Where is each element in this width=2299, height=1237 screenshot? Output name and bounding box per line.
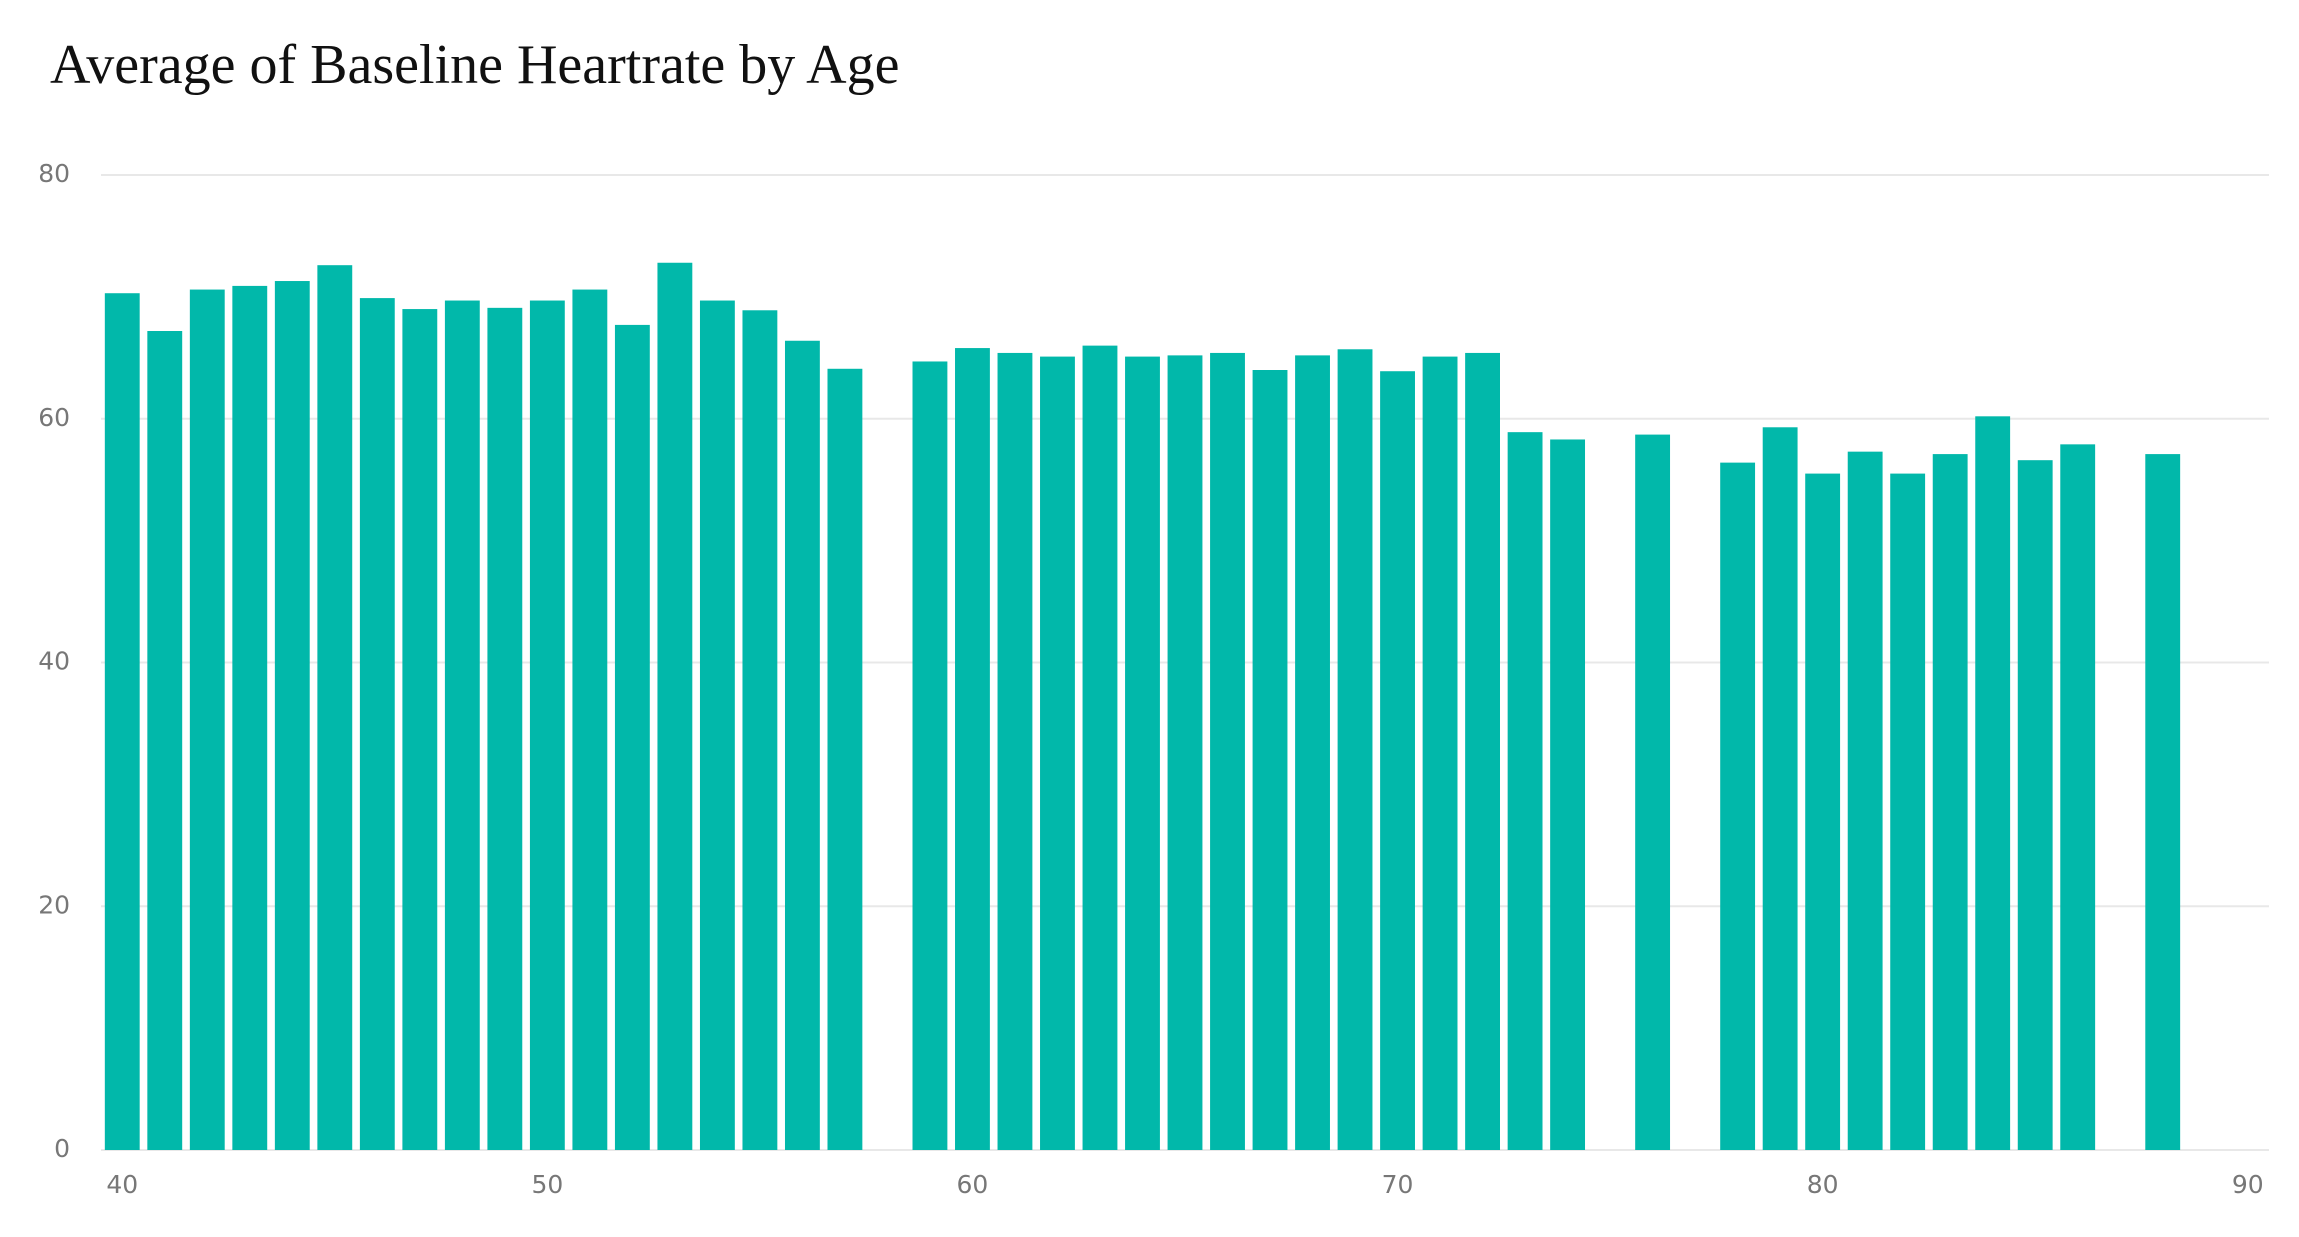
bar bbox=[317, 265, 353, 1150]
x-tick-label: 90 bbox=[2232, 1170, 2264, 1199]
bar bbox=[657, 262, 693, 1150]
bar bbox=[529, 300, 565, 1150]
bar bbox=[912, 361, 948, 1150]
x-tick-label: 50 bbox=[531, 1170, 563, 1199]
bar bbox=[1295, 355, 1330, 1150]
bar bbox=[1550, 439, 1586, 1150]
bar bbox=[1040, 356, 1075, 1150]
y-tick-label: 60 bbox=[38, 403, 70, 432]
bar bbox=[1720, 462, 1756, 1150]
bar bbox=[1380, 371, 1415, 1150]
bar bbox=[1422, 356, 1458, 1150]
bar bbox=[699, 300, 735, 1150]
bar bbox=[1337, 349, 1373, 1150]
bar bbox=[1082, 345, 1118, 1150]
bar bbox=[1507, 432, 1543, 1150]
bar bbox=[104, 293, 140, 1150]
bar bbox=[614, 324, 650, 1150]
chart-title: Average of Baseline Heartrate by Age bbox=[50, 34, 899, 96]
bar bbox=[955, 348, 990, 1150]
bar bbox=[274, 281, 310, 1150]
x-tick-label: 60 bbox=[957, 1170, 989, 1199]
bar bbox=[189, 289, 225, 1150]
bar bbox=[2060, 444, 2096, 1150]
bar bbox=[1252, 370, 1288, 1150]
bar bbox=[1210, 352, 1245, 1150]
bar bbox=[1465, 352, 1500, 1150]
bar bbox=[2017, 460, 2053, 1150]
bar bbox=[232, 285, 268, 1150]
bar bbox=[1890, 473, 1926, 1150]
bar bbox=[1762, 427, 1798, 1150]
bar bbox=[1125, 356, 1160, 1150]
y-tick-label: 80 bbox=[38, 159, 70, 188]
bar bbox=[784, 340, 820, 1150]
bar bbox=[742, 310, 778, 1150]
bar bbox=[827, 368, 863, 1150]
bar bbox=[147, 331, 183, 1150]
bar bbox=[2145, 454, 2181, 1150]
bar bbox=[997, 352, 1033, 1150]
bar bbox=[1847, 451, 1883, 1150]
y-tick-label: 0 bbox=[54, 1134, 70, 1163]
bar bbox=[1635, 434, 1671, 1150]
bar bbox=[1932, 454, 1968, 1150]
bar bbox=[1167, 355, 1203, 1150]
x-tick-label: 80 bbox=[1807, 1170, 1839, 1199]
bar bbox=[444, 300, 480, 1150]
bar bbox=[572, 289, 608, 1150]
bar bbox=[1805, 473, 1841, 1150]
bar bbox=[359, 298, 395, 1150]
y-tick-label: 20 bbox=[38, 890, 70, 919]
bar bbox=[487, 307, 523, 1150]
y-tick-label: 40 bbox=[38, 647, 70, 676]
bar bbox=[402, 309, 438, 1150]
x-tick-label: 70 bbox=[1382, 1170, 1414, 1199]
bar bbox=[1975, 416, 2011, 1150]
x-tick-label: 40 bbox=[106, 1170, 138, 1199]
